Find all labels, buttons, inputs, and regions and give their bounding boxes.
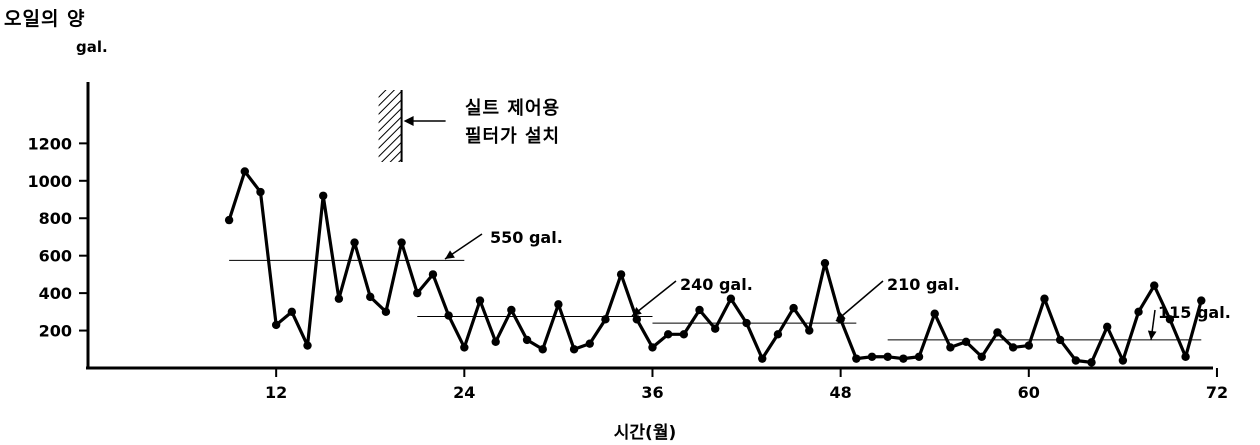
data-point (256, 187, 265, 197)
data-point (1055, 335, 1065, 345)
x-ticks: 12 24 36 48 60 72 (265, 368, 1228, 402)
data-point (334, 294, 344, 303)
data-point (993, 328, 1002, 337)
data-point (1134, 307, 1143, 317)
data-point (695, 305, 704, 315)
data-point (319, 191, 328, 200)
data-point (679, 330, 689, 339)
data-point (946, 343, 955, 352)
x-axis-label: 시간(월) (613, 423, 677, 443)
data-point (475, 296, 485, 305)
data-point (491, 337, 500, 346)
data-point (1150, 281, 1159, 290)
data-point (789, 303, 798, 313)
data-point (616, 270, 626, 279)
data-point (271, 320, 281, 330)
filter-annotation (378, 90, 446, 162)
data-point (381, 307, 391, 317)
data-point (1181, 352, 1190, 361)
x-tick-label: 36 (641, 383, 663, 402)
data-point (977, 352, 986, 361)
data-point (1103, 322, 1112, 332)
data-point (397, 238, 406, 247)
data-point (711, 324, 720, 333)
data-point (1008, 343, 1018, 352)
data-point (554, 300, 563, 309)
data-point (867, 352, 877, 361)
filter-note-line-1: 실트 제어용 (465, 98, 561, 119)
series-line (227, 169, 1203, 364)
data-series (224, 167, 1206, 367)
x-tick-label: 24 (453, 383, 475, 402)
y-tick-label: 200 (39, 322, 72, 341)
y-tick-label: 400 (39, 284, 72, 303)
data-point (773, 330, 783, 339)
data-point (507, 305, 516, 315)
x-tick-label: 60 (1018, 383, 1040, 402)
annotation-arrow (631, 280, 677, 317)
axes (86, 82, 1213, 370)
annotation-arrowhead (1147, 330, 1157, 340)
data-point (820, 258, 830, 268)
y-tick-label: 1000 (27, 172, 72, 191)
data-point (522, 335, 532, 345)
filter-note-line-2: 필터가 설치 (465, 126, 561, 147)
filter-hatch (378, 90, 402, 162)
data-point (805, 326, 814, 335)
annotation-arrow (835, 280, 884, 322)
data-point (1165, 315, 1175, 324)
x-tick-label: 72 (1206, 383, 1228, 402)
average-lines: 550 gal. 240 gal. 210 gal. 115 gal. (229, 228, 1231, 341)
data-point (350, 238, 359, 247)
average-label: 240 gal. (680, 275, 753, 294)
y-tick-label: 600 (39, 247, 72, 266)
data-point (1118, 356, 1128, 365)
data-point (914, 352, 924, 361)
y-axis-label: 오일의 양 (4, 8, 86, 30)
data-point (428, 270, 438, 279)
y-tick-label: 800 (39, 209, 72, 228)
x-tick-label: 48 (830, 383, 852, 402)
data-point (413, 288, 422, 298)
data-point (1024, 341, 1034, 350)
data-point (444, 311, 453, 320)
data-point (930, 309, 939, 318)
data-point (836, 315, 845, 324)
data-point (303, 341, 312, 350)
data-point (366, 292, 375, 302)
data-point (1040, 294, 1049, 303)
data-point (758, 354, 767, 363)
data-point (726, 294, 736, 303)
y-ticks: 200 400 600 800 1000 1200 (27, 134, 88, 341)
data-point (569, 345, 579, 354)
data-point (460, 343, 469, 352)
data-point (648, 343, 657, 352)
data-point (224, 215, 234, 225)
annotation-arrowhead (445, 250, 455, 259)
data-point (585, 339, 594, 348)
data-point (1087, 358, 1096, 367)
data-point (742, 318, 751, 328)
data-point (961, 337, 971, 346)
data-point (899, 354, 908, 363)
y-axis-unit: gal. (76, 38, 108, 56)
data-point (538, 345, 547, 354)
data-point (1071, 356, 1081, 365)
average-label: 210 gal. (887, 275, 960, 294)
data-point (287, 307, 297, 317)
data-point (852, 354, 861, 363)
data-point (240, 167, 249, 176)
average-label: 115 gal. (1158, 303, 1231, 322)
data-point (601, 315, 610, 324)
data-point (663, 330, 673, 339)
y-tick-label: 1200 (27, 134, 72, 153)
data-point (1197, 296, 1206, 305)
filter-arrowhead (403, 116, 414, 126)
average-label: 550 gal. (490, 228, 563, 247)
data-point (883, 352, 892, 361)
data-point (632, 315, 641, 324)
x-tick-label: 12 (265, 383, 287, 402)
